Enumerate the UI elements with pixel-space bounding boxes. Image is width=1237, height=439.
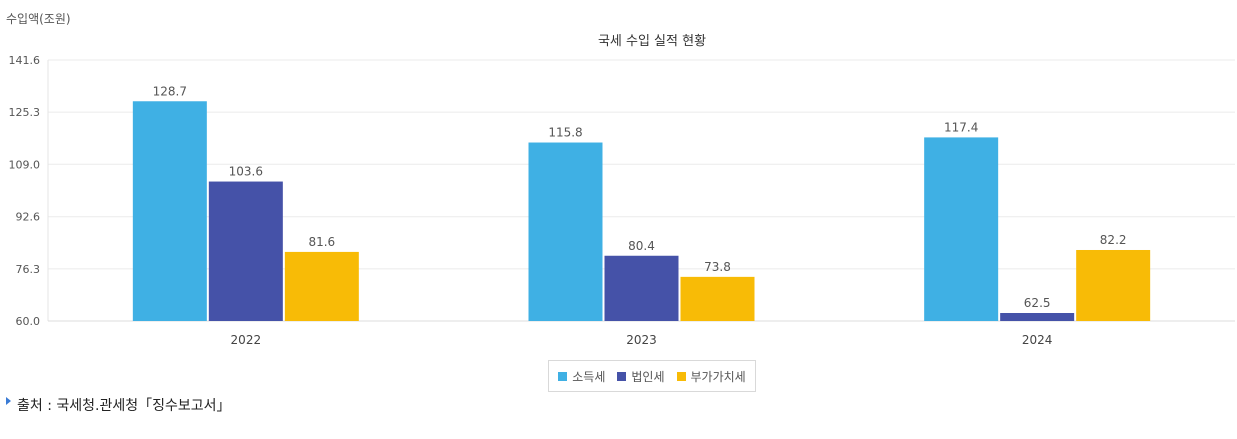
bar <box>132 101 207 321</box>
bar <box>604 255 679 321</box>
data-label: 82.2 <box>1100 233 1127 247</box>
legend-label: 소득세 <box>572 369 606 384</box>
data-labels: 128.7 103.6 81.6 115.8 80.4 73.8 117.4 62.5 82.2 <box>153 84 1127 310</box>
bullet-marker-icon <box>6 397 11 405</box>
x-tick-label: 2023 <box>626 333 657 347</box>
source-text: 출처 : 국세청.관세청「징수보고서」 <box>17 398 231 414</box>
chart-area: 수입액(조원) 국세 수입 실적 현황 60.0 76.3 92.6 109.0 125… <box>6 12 1235 347</box>
legend-label: 법인세 <box>631 369 665 384</box>
data-label: 117.4 <box>944 120 978 134</box>
legend-label: 부가가치세 <box>690 369 746 384</box>
bar <box>680 276 755 321</box>
legend: 소득세 법인세 부가가치세 <box>548 360 756 392</box>
y-tick-label: 125.3 <box>9 106 41 119</box>
data-label: 73.8 <box>704 260 731 274</box>
data-label: 115.8 <box>548 126 582 140</box>
legend-swatch <box>617 371 627 381</box>
bar <box>1076 249 1151 321</box>
y-tick-label: 109.0 <box>9 158 41 171</box>
legend-swatch <box>558 371 568 381</box>
data-label: 128.7 <box>153 84 187 98</box>
bar <box>924 137 999 321</box>
x-tick-labels: 2022 2023 2024 <box>231 333 1053 347</box>
legend-swatch <box>676 371 686 381</box>
bar <box>528 142 603 321</box>
legend-item: 법인세 <box>617 368 665 385</box>
bars <box>132 101 1151 321</box>
chart-title: 국세 수입 실적 현황 <box>598 34 706 49</box>
data-label: 62.5 <box>1024 296 1051 310</box>
y-tick-labels: 60.0 76.3 92.6 109.0 125.3 141.6 <box>9 54 41 328</box>
y-tick-label: 141.6 <box>9 54 41 67</box>
bar-chart: 수입액(조원) 국세 수입 실적 현황 60.0 76.3 92.6 109.0 125… <box>6 12 1235 347</box>
data-label: 103.6 <box>229 165 263 179</box>
y-tick-label: 76.3 <box>16 263 41 276</box>
y-axis-label: 수입액(조원) <box>6 12 71 26</box>
y-tick-label: 60.0 <box>16 315 41 328</box>
y-tick-label: 92.6 <box>16 211 41 224</box>
data-label: 80.4 <box>628 239 655 253</box>
legend-item: 부가가치세 <box>676 368 746 385</box>
bar <box>1000 313 1075 321</box>
data-label: 81.6 <box>308 235 335 249</box>
x-tick-label: 2022 <box>231 333 262 347</box>
legend-item: 소득세 <box>558 368 605 385</box>
x-tick-label: 2024 <box>1022 333 1053 347</box>
bar <box>208 181 283 321</box>
bar <box>284 251 359 321</box>
source-note: 출처 : 국세청.관세청「징수보고서」 <box>6 395 231 415</box>
